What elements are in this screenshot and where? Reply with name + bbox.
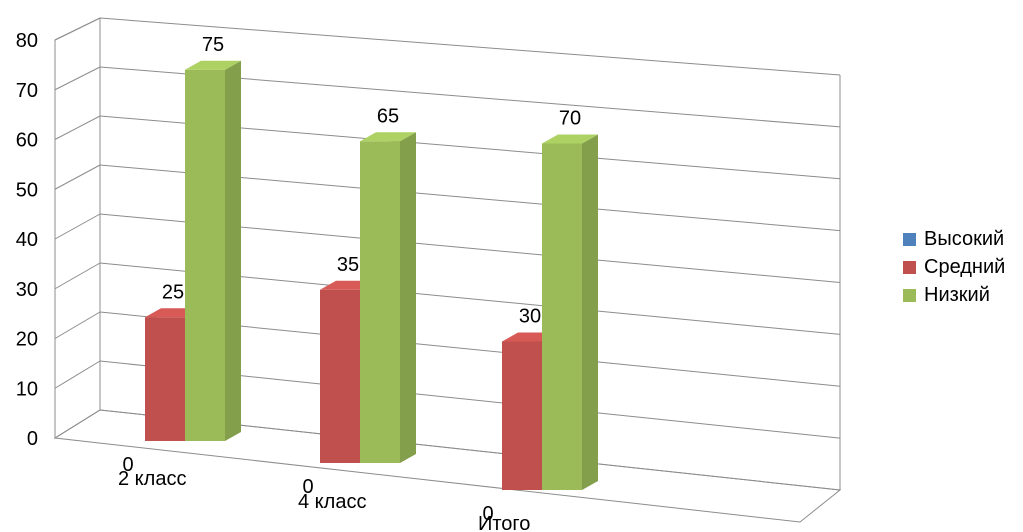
category-label: 2 класс xyxy=(118,468,186,490)
gridline-side xyxy=(54,164,101,190)
y-tick-label: 80 xyxy=(16,30,38,52)
data-labels: 0 25 75 0 35 65 0 30 70 xyxy=(122,34,581,525)
bar-Средний-2 класс xyxy=(145,317,185,441)
y-axis-ticks: 0 10 20 30 40 50 60 70 80 xyxy=(16,30,38,450)
gridline-side xyxy=(54,213,101,240)
data-label: 0 xyxy=(302,476,313,498)
gridline-side xyxy=(54,311,101,339)
y-tick-label: 30 xyxy=(16,279,38,301)
legend-swatch xyxy=(903,261,916,274)
legend-swatch xyxy=(903,233,916,246)
legend-label: Высокий xyxy=(924,228,1004,250)
bar-side xyxy=(400,132,416,463)
legend-label: Низкий xyxy=(924,284,990,306)
gridline xyxy=(99,17,841,76)
y-tick-label: 50 xyxy=(16,179,38,201)
data-label: 0 xyxy=(122,454,133,476)
y-tick-label: 40 xyxy=(16,229,38,251)
y-tick-label: 10 xyxy=(16,378,38,400)
gridline-side xyxy=(54,262,101,290)
category-label: Итого xyxy=(478,513,530,532)
data-label: 75 xyxy=(202,34,224,56)
gridline-side xyxy=(54,409,101,439)
y-tick-label: 0 xyxy=(27,428,38,450)
data-label: 70 xyxy=(559,108,581,130)
legend-swatch xyxy=(903,289,916,302)
gridline-side xyxy=(54,66,101,91)
bar-Средний-Итого xyxy=(502,341,542,490)
y-tick-label: 70 xyxy=(16,80,38,102)
legend-label: Средний xyxy=(924,256,1005,278)
bars xyxy=(145,60,598,490)
bar-Средний-4 класс xyxy=(320,289,360,463)
gridline-side xyxy=(54,115,101,140)
bar-top xyxy=(542,134,598,144)
bar-top xyxy=(360,132,416,142)
gridline-side xyxy=(54,360,101,389)
bar-side xyxy=(582,134,598,490)
category-labels: 2 класс 4 класс Итого xyxy=(118,468,530,532)
data-label: 25 xyxy=(162,281,184,303)
data-label: 65 xyxy=(377,105,399,127)
data-label: 0 xyxy=(482,503,493,525)
legend: Высокий Средний Низкий xyxy=(903,228,1005,306)
bar-Низкий-2 класс xyxy=(185,69,225,441)
y-tick-label: 20 xyxy=(16,329,38,351)
bar-top xyxy=(185,60,241,70)
bar-side xyxy=(225,60,241,441)
data-label: 35 xyxy=(337,254,359,276)
data-label: 30 xyxy=(519,306,541,328)
y-tick-label: 60 xyxy=(16,130,38,152)
category-label: 4 класс xyxy=(298,491,366,513)
bar-Низкий-Итого xyxy=(542,143,582,490)
bar-Низкий-4 класс xyxy=(360,141,400,463)
gridline-side xyxy=(54,17,101,41)
